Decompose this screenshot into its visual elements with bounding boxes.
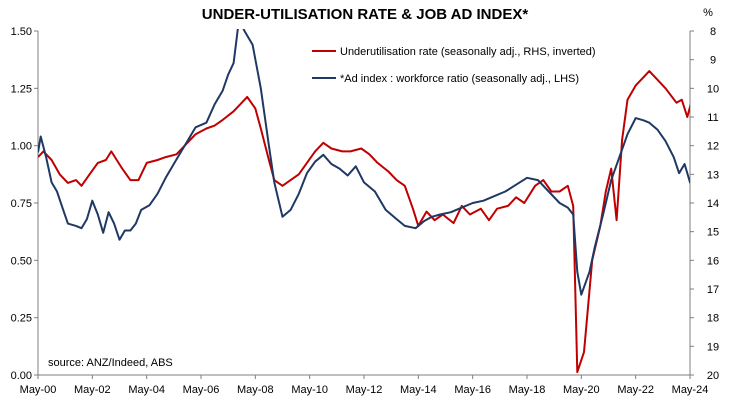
axes: 0.00 0.25 0.50 0.75 1.00 1.25 1.50 8 9 10 11 12 13 14… [11, 26, 720, 396]
right-tick-label: 14 [707, 198, 719, 210]
x-tick-label: May-22 [617, 384, 654, 396]
x-tick-label: May-24 [672, 384, 709, 396]
right-tick-label: 13 [707, 169, 719, 181]
left-tick-label: 0.00 [11, 370, 32, 382]
x-tick-label: May-02 [74, 384, 111, 396]
x-tick-label: May-14 [400, 384, 437, 396]
left-tick-label: 1.50 [11, 26, 32, 38]
right-tick-label: 8 [710, 26, 716, 38]
right-tick-label: 20 [707, 370, 719, 382]
x-tick-label: May-04 [128, 384, 165, 396]
left-tick-label: 1.25 [11, 83, 32, 95]
legend-label: Underutilisation rate (seasonally adj., … [340, 46, 596, 58]
x-tick-label: May-06 [183, 384, 220, 396]
left-tick-label: 0.25 [11, 313, 32, 325]
x-tick-label: May-10 [291, 384, 328, 396]
source-note: source: ANZ/Indeed, ABS [48, 357, 173, 369]
legend: Underutilisation rate (seasonally adj., … [312, 46, 596, 85]
x-tick-label: May-16 [454, 384, 491, 396]
left-tick-label: 0.75 [11, 198, 32, 210]
x-tick-label: May-08 [237, 384, 274, 396]
right-axis-unit: % [703, 7, 713, 19]
legend-label: *Ad index : workforce ratio (seasonally … [340, 73, 579, 85]
right-tick-label: 16 [707, 255, 719, 267]
underutilisation-series-line [38, 70, 690, 374]
chart-title: UNDER-UTILISATION RATE & JOB AD INDEX* [202, 6, 529, 23]
x-tick-label: May-20 [563, 384, 600, 396]
ad-index-series-line [38, 29, 690, 296]
right-tick-label: 15 [707, 227, 719, 239]
right-tick-label: 11 [707, 112, 718, 124]
left-tick-label: 0.50 [11, 255, 32, 267]
x-tick-label: May-12 [346, 384, 383, 396]
right-tick-label: 9 [710, 55, 716, 67]
series-layer [38, 29, 690, 374]
right-tick-label: 10 [707, 83, 719, 95]
right-tick-label: 18 [707, 313, 719, 325]
right-tick-label: 19 [707, 341, 719, 353]
right-tick-label: 12 [707, 141, 719, 153]
left-tick-label: 1.00 [11, 141, 32, 153]
x-tick-label: May-18 [509, 384, 546, 396]
right-tick-label: 17 [707, 284, 719, 296]
x-tick-label: May-00 [20, 384, 57, 396]
